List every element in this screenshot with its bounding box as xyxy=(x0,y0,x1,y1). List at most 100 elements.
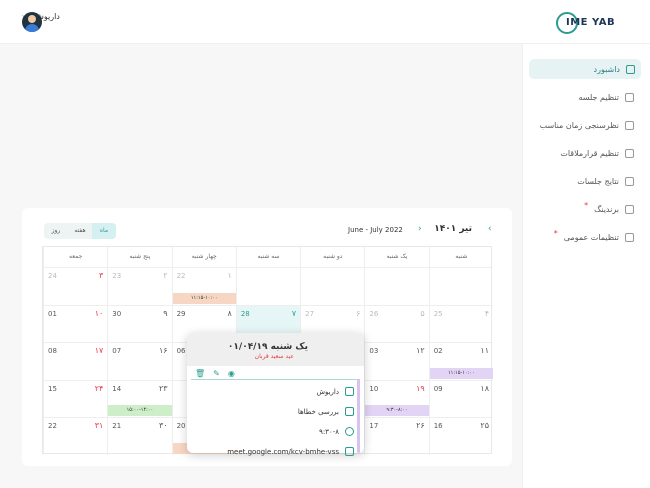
calendar-event[interactable]: ۱۱:۱۵-۱۰:۰۰ xyxy=(172,292,236,304)
sidebar-item-label: داشبورد xyxy=(593,64,620,74)
popup-row-text: ۹:۳۰-۸ xyxy=(319,427,339,436)
calendar-day-cell[interactable] xyxy=(428,267,493,305)
sidebar-item-label: تنظیمات عمومی xyxy=(563,232,619,242)
edit-icon[interactable]: ✎ xyxy=(213,369,220,378)
calendar-day-cell[interactable] xyxy=(300,267,365,305)
persian-day-number: ۱۰ xyxy=(94,308,104,318)
calendar-day-cell[interactable]: 01 ۱۰ xyxy=(43,304,108,343)
sidebar-item-label: برندینگ xyxy=(594,204,619,214)
persian-day-number: ۱۲ xyxy=(416,346,425,356)
eye-icon[interactable]: ◉ xyxy=(227,369,235,378)
popup-subtitle: عید سعید قربان xyxy=(254,353,294,360)
popup-row: ۹:۳۰-۸ xyxy=(319,427,354,436)
slides-icon xyxy=(345,407,354,416)
gregorian-day-number: 26 xyxy=(369,309,379,318)
persian-day-number: ۲۵ xyxy=(480,421,489,431)
event-popup: یک شنبه ۰۱/۰۴/۱۹ عید سعید قربان 🗑 ✎ ◉ دا… xyxy=(187,333,364,456)
calendar-day-cell[interactable]: 24 ۳ xyxy=(43,267,108,305)
calendar-day-cell[interactable] xyxy=(235,267,301,305)
sidebar-item-6[interactable]: * تنظیمات عمومی xyxy=(522,227,634,247)
calendar-day-cell[interactable]: 17 ۲۶ xyxy=(364,417,429,455)
chevron-left-icon[interactable]: ‹ xyxy=(488,224,492,234)
calendar-day-cell[interactable]: 22 ۱ xyxy=(171,267,236,305)
gregorian-day-number: 10 xyxy=(369,384,379,393)
calendar-day-cell[interactable]: 02 ۱۱ xyxy=(428,342,493,380)
gregorian-day-number: 23 xyxy=(112,272,122,280)
persian-day-number: ۱ xyxy=(227,271,232,280)
view-toggle: روز هفته ماه xyxy=(44,223,116,239)
calendar-event[interactable]: ۱۱:۱۵-۱۰:۰۰ xyxy=(429,367,493,379)
gregorian-day-number: 25 xyxy=(433,309,443,318)
gregorian-day-number: 08 xyxy=(48,347,57,356)
persian-day-number: ۵ xyxy=(420,308,425,318)
users-icon xyxy=(625,148,634,158)
gregorian-day-number: 03 xyxy=(369,347,379,356)
gregorian-day-number: 14 xyxy=(112,384,122,393)
avatar[interactable] xyxy=(22,12,42,32)
calendar-event[interactable]: ۱۵:۰۰-۱۴:۰۰ xyxy=(108,405,172,417)
gregorian-day-number: 17 xyxy=(369,422,379,431)
sidebar-item-5[interactable]: * برندینگ xyxy=(522,199,634,219)
trash-icon[interactable]: 🗑 xyxy=(195,369,206,378)
gregorian-day-number: 30 xyxy=(112,309,122,318)
sidebar-item-0[interactable]: داشبورد xyxy=(529,59,641,79)
persian-day-number: ۱۷ xyxy=(94,346,104,356)
persian-day-number: ۱۱ xyxy=(480,346,489,356)
persian-day-number: ۷ xyxy=(291,308,297,318)
day-of-week-header: چهار شنبه xyxy=(171,247,236,267)
day-of-week-header: دو شنبه xyxy=(300,247,364,267)
persian-day-number: ۴ xyxy=(484,308,489,318)
required-star-icon: * xyxy=(553,228,558,238)
sidebar-item-3[interactable]: تنظیم قرارملاقات xyxy=(522,143,634,163)
sidebar-item-label: تنظیم قرارملاقات xyxy=(560,148,619,158)
view-button-2[interactable]: ماه xyxy=(92,223,116,239)
calendar-day-cell[interactable]: 10 ۱۹ xyxy=(364,379,429,418)
gear-icon xyxy=(625,232,634,242)
persian-day-number: ۱۸ xyxy=(480,383,489,393)
gregorian-day-number: 15 xyxy=(48,384,57,393)
popup-row-text: بررسی خطاها xyxy=(297,407,339,416)
gregorian-day-number: 22 xyxy=(48,422,57,431)
view-button-1[interactable]: هفته xyxy=(74,227,86,234)
document-icon xyxy=(625,176,634,186)
calendar-day-cell[interactable]: 15 ۲۴ xyxy=(43,379,108,418)
calendar-day-cell[interactable]: 25 ۴ xyxy=(428,304,493,343)
popup-header: یک شنبه ۰۱/۰۴/۱۹ عید سعید قربان xyxy=(187,333,364,366)
calendar-day-cell[interactable]: 16 ۲۵ xyxy=(428,417,493,455)
chevron-right-icon[interactable]: › xyxy=(418,224,422,234)
popup-actions: 🗑 ✎ ◉ xyxy=(195,369,235,378)
persian-day-number: ۳ xyxy=(98,271,104,280)
calendar-day-cell[interactable]: 07 ۱۶ xyxy=(107,342,172,380)
calendar-day-cell[interactable]: 23 ۲ xyxy=(107,267,172,305)
popup-row-text[interactable]: meet.google.com/kcv-bmhe-vss xyxy=(227,447,339,456)
popup-row: داریوش xyxy=(316,387,354,396)
calendar-day-cell[interactable]: 03 ۱۲ xyxy=(364,342,429,380)
calendar-day-cell[interactable]: 21 ۳۰ xyxy=(107,417,172,455)
sidebar: داشبورد تنظیم جلسه نظرسنجی زمان مناسب تنظیم… xyxy=(522,44,650,488)
calendar-day-cell[interactable]: 14 ۲۳ xyxy=(107,379,172,418)
logo-clock-icon xyxy=(556,12,578,34)
calendar-day-cell[interactable]: 08 ۱۷ xyxy=(43,342,108,380)
gregorian-day-number: 06 xyxy=(176,347,186,356)
clock-icon xyxy=(345,427,354,436)
calendar-day-cell[interactable]: 09 ۱۸ xyxy=(428,379,493,418)
view-button-0[interactable]: روز xyxy=(51,227,61,234)
gregorian-day-number: 01 xyxy=(48,309,57,318)
calendar-day-cell[interactable]: 30 ۹ xyxy=(107,304,172,343)
calendar-day-cell[interactable]: 27 ۶ xyxy=(300,304,365,343)
calendar-day-cell[interactable]: 29 ۸ xyxy=(171,304,236,343)
sidebar-item-1[interactable]: تنظیم جلسه xyxy=(522,87,634,107)
gregorian-day-number: 21 xyxy=(112,422,122,431)
calendar-day-cell[interactable]: 22 ۳۱ xyxy=(43,417,108,455)
popup-row-text: داریوش xyxy=(316,387,339,396)
sidebar-item-2[interactable]: نظرسنجی زمان مناسب xyxy=(522,115,634,135)
persian-day-number: ۱۶ xyxy=(158,346,168,356)
calendar-event[interactable]: ۹:۳۰-۸:۰۰ xyxy=(365,405,429,417)
calendar-day-cell[interactable]: 26 ۵ xyxy=(364,304,429,343)
users-icon xyxy=(345,387,354,396)
gregorian-day-number: 09 xyxy=(433,384,443,393)
gregorian-day-number: 07 xyxy=(112,347,122,356)
calendar-day-cell[interactable] xyxy=(364,267,429,305)
sidebar-item-4[interactable]: نتایج جلسات xyxy=(522,171,634,191)
gregorian-day-number: 16 xyxy=(433,422,443,431)
